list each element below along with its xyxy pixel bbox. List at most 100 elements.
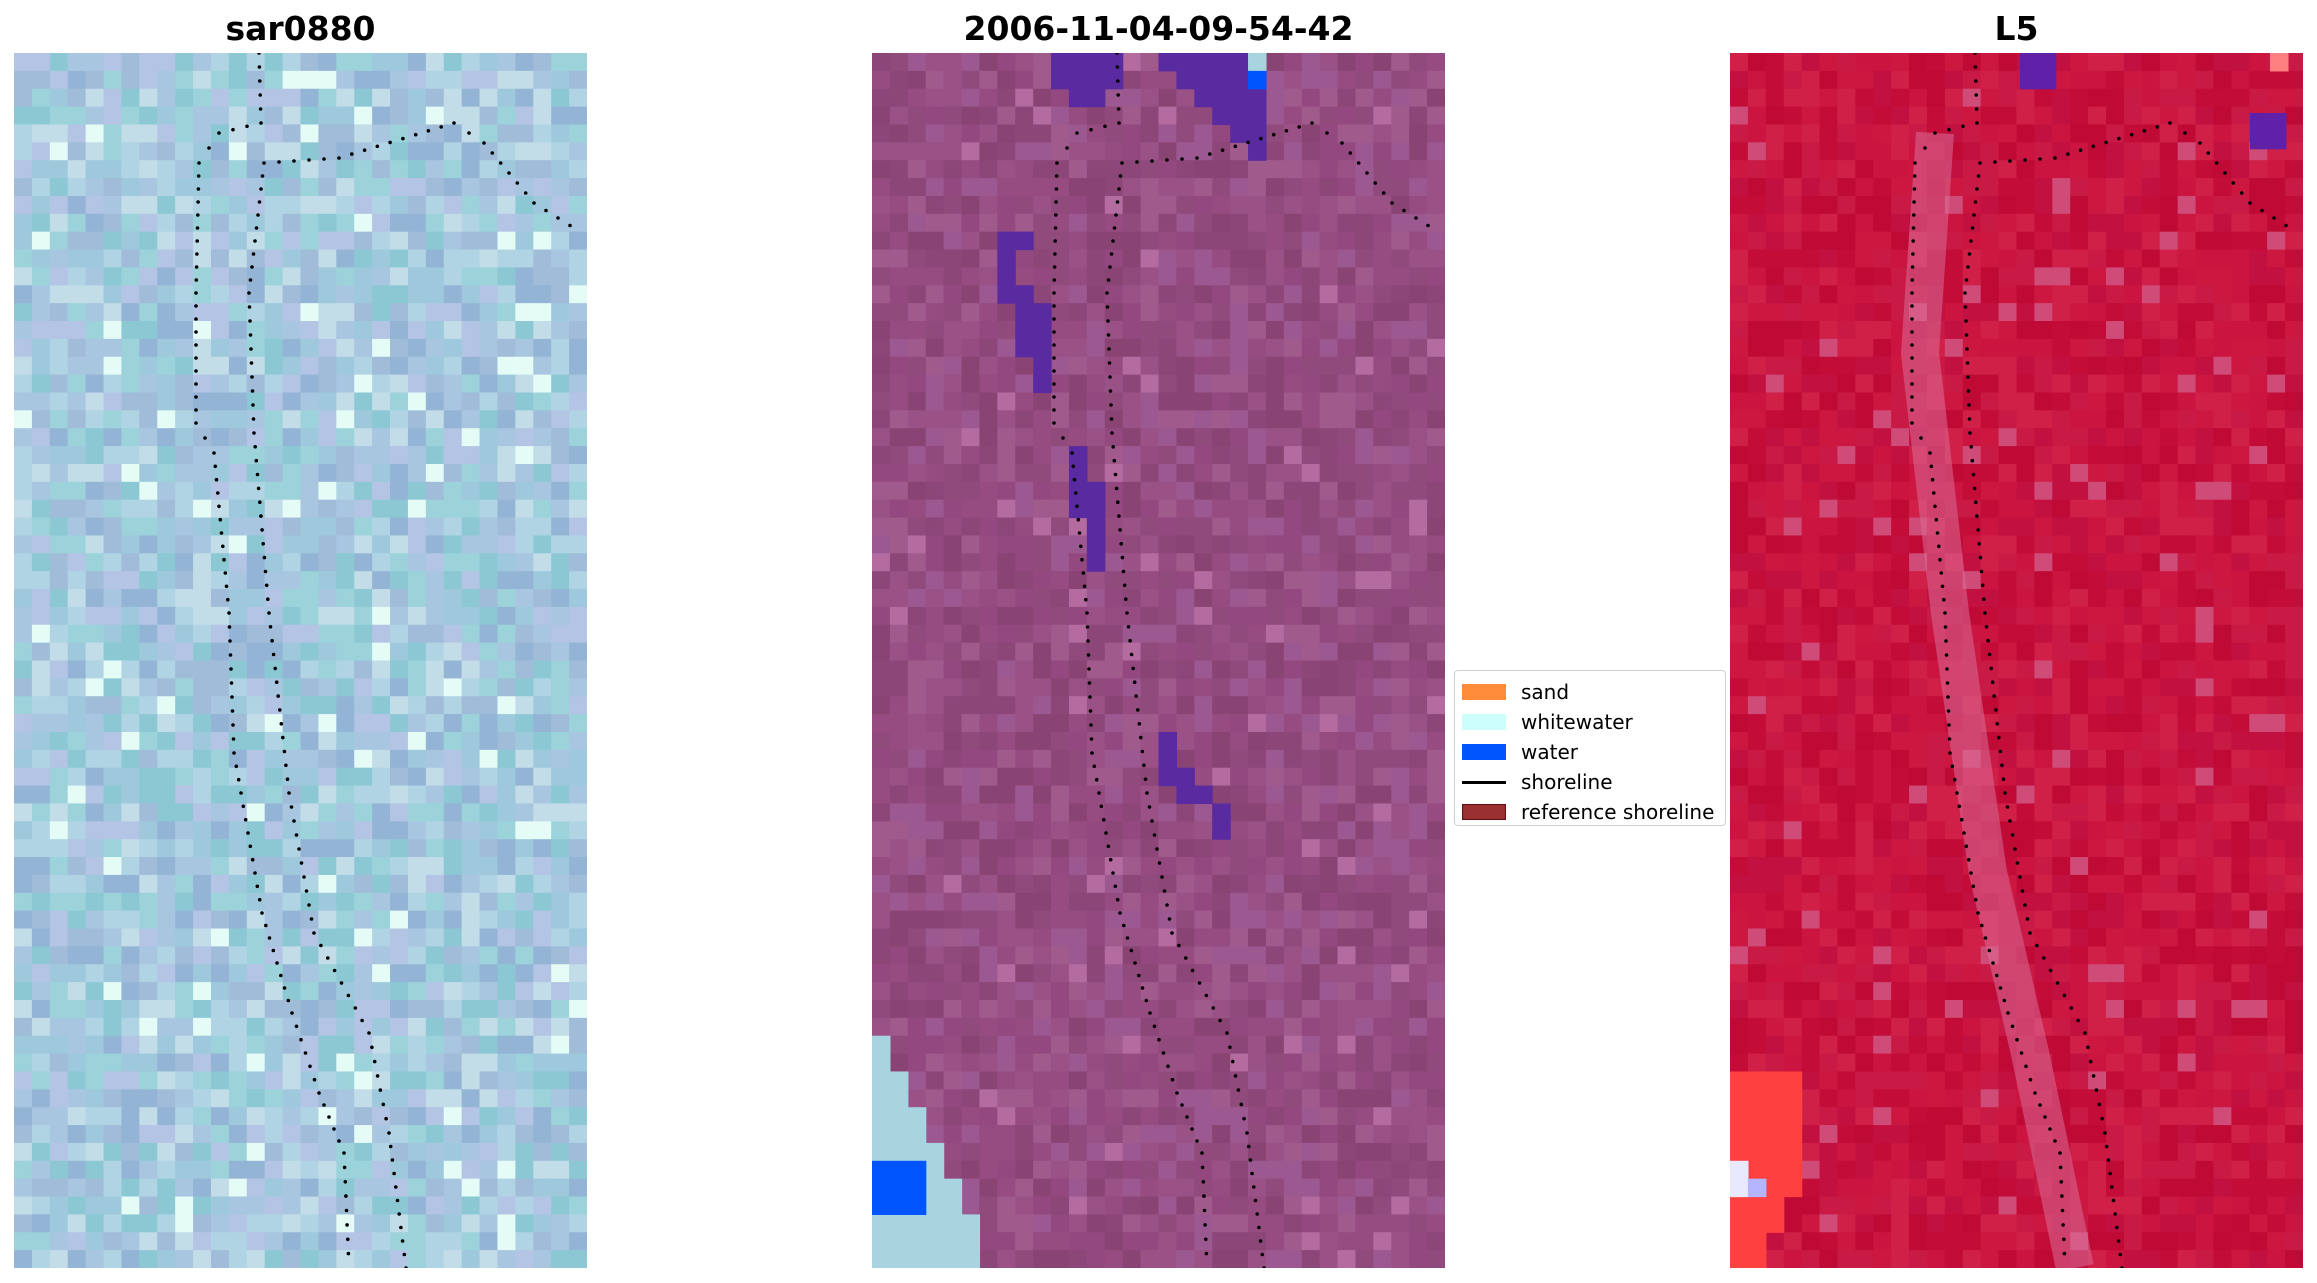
legend-item-sand: sand [1455, 677, 1725, 707]
whitewater-pixel [925, 1160, 945, 1180]
water-pixel [1230, 70, 1249, 90]
water-pixel [1033, 321, 1052, 340]
whitewater-pixel [925, 1214, 945, 1233]
whitewater-pixel [889, 1214, 909, 1233]
whitewater-pixel [889, 1250, 909, 1268]
whitewater-pixel [872, 1125, 891, 1144]
water-pixel [1212, 803, 1231, 822]
whitewater-pixel [872, 1107, 891, 1126]
beach-strip [1900, 131, 2094, 1268]
water-pixel [1248, 88, 1267, 108]
sar-image [14, 53, 587, 1268]
water-pixel [997, 267, 1016, 286]
water-pixel [1104, 53, 1124, 72]
water-pixel [1212, 106, 1231, 126]
water-pixel [1086, 553, 1106, 572]
image-panel-classified [872, 53, 1445, 1268]
water-pixel [1068, 499, 1088, 519]
whitewater-pixel [889, 1107, 909, 1126]
legend: sand whitewater water shoreline referenc… [1454, 670, 1726, 826]
whitewater-pixel [925, 1232, 945, 1251]
water-pixel [1158, 749, 1178, 769]
water-pixel [1212, 53, 1231, 72]
legend-label-reference-shoreline: reference shoreline [1521, 800, 1715, 824]
legend-item-water: water [1455, 737, 1725, 767]
water-pixel [1230, 106, 1249, 126]
classified-image [872, 53, 1445, 1268]
water-pixel [1015, 338, 1034, 358]
water-pixel [1230, 88, 1249, 108]
water-pixel [997, 249, 1016, 269]
water-pixel [1212, 70, 1231, 90]
water-pixel [1248, 106, 1267, 126]
water-pixel [1194, 70, 1213, 90]
legend-label-shoreline: shoreline [1521, 770, 1613, 794]
whitewater-pixel [872, 1071, 891, 1090]
whitewater-pixel [961, 1250, 981, 1268]
whitewater-pixel [907, 1142, 927, 1162]
water-pixel [1104, 70, 1124, 90]
whitewater-pixel [872, 1250, 891, 1268]
legend-label-water: water [1521, 740, 1578, 764]
whitewater-pixel [1248, 53, 1267, 72]
legend-item-whitewater: whitewater [1455, 707, 1725, 737]
water-pixel [1194, 785, 1213, 805]
whitewater-pixel [889, 1071, 909, 1090]
whitewater-pixel [925, 1178, 945, 1198]
shoreline-dots-a [1052, 53, 1209, 1256]
water-pixel [1086, 53, 1106, 72]
whitewater-pixel [961, 1214, 981, 1233]
shoreline-dots-b [1963, 121, 2288, 1268]
water-pixel [1212, 821, 1231, 840]
water-pixel [1033, 338, 1052, 358]
water-pixel [1194, 88, 1213, 108]
water-pixel [1068, 53, 1088, 72]
whitewater-pixel [889, 1142, 909, 1162]
water-pixel [1068, 463, 1088, 483]
water-pixel [1248, 142, 1267, 161]
water-pixel [1015, 285, 1034, 304]
whitewater-pixel [907, 1125, 927, 1144]
legend-item-shoreline: shoreline [1455, 767, 1725, 797]
legend-label-whitewater: whitewater [1521, 710, 1633, 734]
water-pixel [1176, 767, 1195, 787]
whitewater-pixel [872, 1035, 891, 1055]
sand-swatch [1462, 684, 1506, 700]
whitewater-pixel [925, 1196, 945, 1215]
whitewater-pixel [889, 1089, 909, 1108]
water-pixel [1086, 499, 1106, 519]
shoreline-dots-b [1105, 121, 1430, 1268]
whitewater-pixel [907, 1107, 927, 1126]
image-panel-l5 [1730, 53, 2303, 1268]
panel-title-sar: sar0880 [225, 9, 376, 48]
whitewater-pixel [943, 1232, 963, 1251]
water-pixel [1068, 70, 1088, 90]
water-pixel [997, 231, 1016, 251]
water-pixel [1230, 124, 1249, 143]
whitewater-swatch [1462, 714, 1506, 730]
reference-shoreline-swatch [1462, 804, 1506, 820]
legend-label-sand: sand [1521, 680, 1570, 704]
whitewater-pixel [925, 1142, 945, 1162]
shoreline-dots-a [194, 53, 351, 1256]
whitewater-pixel [943, 1250, 963, 1268]
water-pixel [1086, 88, 1106, 108]
shoreline-dots-a [1910, 53, 2067, 1256]
whitewater-pixel [943, 1178, 963, 1198]
water-pixel [1033, 303, 1052, 322]
water-pixel [1230, 53, 1249, 72]
l5-image [1730, 53, 2303, 1268]
whitewater-pixel [943, 1214, 963, 1233]
whitewater-pixel [907, 1232, 927, 1251]
water-pixel [1176, 53, 1195, 72]
shoreline-dots-b [247, 121, 572, 1268]
whitewater-pixel [872, 1142, 891, 1162]
whitewater-pixel [907, 1214, 927, 1233]
panel-title-l5: L5 [1994, 9, 2039, 48]
water-pixel [1086, 481, 1106, 501]
whitewater-pixel [872, 1053, 891, 1073]
water-pixel [1068, 446, 1088, 465]
water-pixel [1086, 517, 1106, 537]
water-pixel [1158, 53, 1178, 72]
water-pixel [872, 1160, 927, 1215]
